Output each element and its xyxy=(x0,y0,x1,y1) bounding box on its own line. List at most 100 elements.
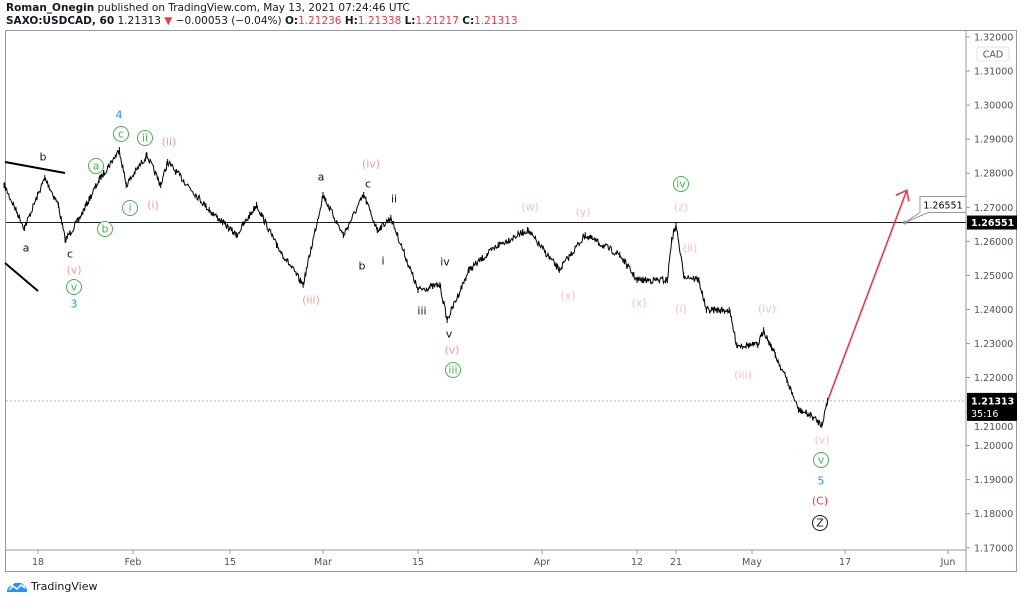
wave-label-circle xyxy=(122,200,138,216)
wave-label[interactable]: (x) xyxy=(560,290,575,303)
wave-label[interactable]: (i) xyxy=(147,199,159,212)
wave-label[interactable]: (iv) xyxy=(362,158,380,171)
wave-label-circle xyxy=(812,515,828,531)
currency-label: CAD xyxy=(983,50,1003,61)
wave-label[interactable]: c xyxy=(118,128,124,141)
wave-label[interactable]: (i) xyxy=(675,303,687,316)
wave-label[interactable]: i xyxy=(128,202,131,215)
wave-label[interactable]: Z xyxy=(816,517,824,530)
wave-label[interactable]: c xyxy=(365,178,371,191)
wave-label[interactable]: (C) xyxy=(812,495,828,508)
bar-countdown: 35:16 xyxy=(971,409,998,420)
wave-label[interactable]: (iii) xyxy=(734,369,752,382)
time-axis[interactable]: 18 Feb 15 Mar 15 Apr 12 21 May 17 Jun xyxy=(32,550,955,568)
wave-label-circle xyxy=(137,130,153,146)
wave-label-circle xyxy=(88,158,104,174)
brand-name: TradingView xyxy=(31,580,98,593)
wave-label[interactable]: c xyxy=(67,248,73,261)
time-tick-label: 15 xyxy=(412,557,424,568)
wave-label[interactable]: (ii) xyxy=(683,242,698,255)
wave-label[interactable]: (v) xyxy=(814,434,829,447)
time-tick-label: 15 xyxy=(224,557,236,568)
last-price: 1.21313 xyxy=(117,15,161,27)
high-label: H: xyxy=(344,15,358,27)
time-tick-label: Mar xyxy=(314,557,332,568)
open-label: O: xyxy=(284,15,299,27)
wave-label-circle xyxy=(97,221,113,237)
wave-label[interactable]: 4 xyxy=(116,109,123,122)
wave-label[interactable]: (v) xyxy=(444,344,459,357)
wave-label[interactable]: 3 xyxy=(71,298,78,311)
price-callout[interactable] xyxy=(904,196,967,223)
publish-info: Roman_Onegin published on TradingView.co… xyxy=(6,2,410,14)
trendline-upper[interactable] xyxy=(4,161,66,174)
time-tick-label: May xyxy=(742,557,762,568)
author-name[interactable]: Roman_Onegin xyxy=(6,2,95,14)
trendline-lower[interactable] xyxy=(4,262,39,292)
published-text: published on TradingView.com, May 13, 20… xyxy=(97,2,410,14)
wave-label[interactable]: a xyxy=(318,171,325,184)
wave-label[interactable]: (v) xyxy=(66,264,81,277)
time-tick-label: 12 xyxy=(631,557,643,568)
price-tick-label: 1.23000 xyxy=(974,339,1013,350)
last-price-badge xyxy=(967,392,1017,421)
time-tick-label: 18 xyxy=(32,557,44,568)
down-arrow-icon: ▼ xyxy=(164,15,173,27)
projection-arrow[interactable] xyxy=(826,189,908,402)
price-change: −0.00053 (−0.04%) xyxy=(175,15,282,27)
wave-label[interactable]: a xyxy=(93,160,100,173)
price-axis[interactable]: 1.17000 1.18000 1.19000 1.20000 1.21000 1.220… xyxy=(966,33,1013,555)
price-tick-label: 1.24000 xyxy=(974,305,1013,316)
wave-label[interactable]: ii xyxy=(391,193,397,206)
price-tick-label: 1.17000 xyxy=(974,543,1013,554)
tradingview-cloud-icon xyxy=(7,582,27,592)
price-tick-label: 1.29000 xyxy=(974,135,1013,146)
wave-label[interactable]: i xyxy=(381,255,384,268)
wave-label[interactable]: v xyxy=(818,454,825,467)
wave-label[interactable]: (iii) xyxy=(302,294,320,307)
close-label: C: xyxy=(462,15,475,27)
symbol-info: SAXO:USDCAD, 60 1.21313 ▼ −0.00053 (−0.0… xyxy=(6,15,518,27)
wave-label[interactable]: iii xyxy=(417,305,426,318)
arrowhead-icon xyxy=(895,189,910,202)
symbol: SAXO:USDCAD, 60 xyxy=(6,15,115,27)
wave-label[interactable]: b xyxy=(102,223,109,236)
chart-frame[interactable] xyxy=(5,30,1017,572)
wave-label[interactable]: b xyxy=(359,260,366,273)
time-tick-label: Jun xyxy=(940,557,956,568)
callout-anchor xyxy=(903,220,907,225)
wave-label[interactable]: v xyxy=(446,328,453,341)
wave-label-circle xyxy=(66,279,82,295)
currency-badge xyxy=(976,46,1010,62)
price-series-line xyxy=(3,149,829,428)
wave-label[interactable]: iv xyxy=(440,256,450,269)
wave-label[interactable]: iv xyxy=(676,178,686,191)
open-value: 1.21236 xyxy=(298,15,342,27)
wave-label[interactable]: 5 xyxy=(818,475,825,488)
price-tick-label: 1.18000 xyxy=(974,509,1013,520)
wave-label[interactable]: (w) xyxy=(521,201,539,214)
wave-label[interactable]: (x) xyxy=(631,297,646,310)
wave-label[interactable]: (ii) xyxy=(162,136,177,149)
price-tick-label: 1.27000 xyxy=(974,203,1013,214)
low-value: 1.21217 xyxy=(415,15,459,27)
wave-label[interactable]: v xyxy=(71,281,78,294)
wave-label[interactable]: iii xyxy=(448,364,457,377)
tradingview-logo[interactable]: TradingView xyxy=(6,580,97,593)
wave-label-circle xyxy=(813,452,829,468)
wave-label[interactable]: (z) xyxy=(674,201,688,214)
wave-label[interactable]: a xyxy=(23,242,30,255)
time-tick-label: Apr xyxy=(534,557,551,568)
price-tick-label: 1.22000 xyxy=(974,373,1013,384)
level-price-label: 1.26551 xyxy=(971,218,1014,229)
price-tick-label: 1.28000 xyxy=(974,169,1013,180)
wave-label-circle xyxy=(113,126,129,142)
wave-label[interactable]: (iv) xyxy=(758,303,776,316)
close-value: 1.21313 xyxy=(474,15,518,27)
wave-label[interactable]: (y) xyxy=(575,206,590,219)
price-tick-label: 1.20000 xyxy=(974,441,1013,452)
wave-label[interactable]: b xyxy=(40,151,47,164)
price-tick-label: 1.30000 xyxy=(974,101,1013,112)
wave-label[interactable]: ii xyxy=(142,132,148,145)
